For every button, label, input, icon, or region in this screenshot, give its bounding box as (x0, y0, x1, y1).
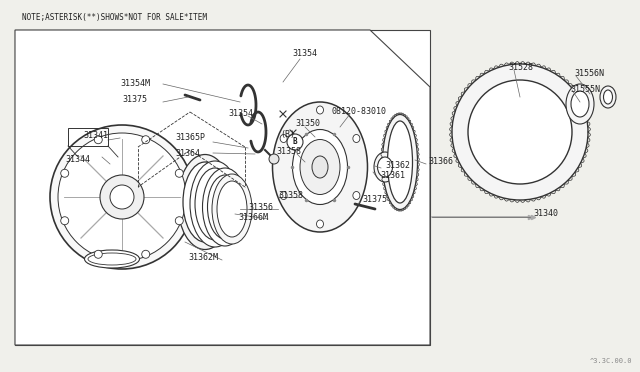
Ellipse shape (383, 115, 417, 209)
Text: 31555N: 31555N (570, 84, 600, 93)
Polygon shape (15, 30, 430, 345)
Circle shape (110, 185, 134, 209)
Ellipse shape (202, 168, 248, 246)
Ellipse shape (312, 156, 328, 178)
Text: 31528: 31528 (508, 62, 533, 71)
Ellipse shape (566, 84, 594, 124)
Ellipse shape (374, 152, 396, 182)
Circle shape (175, 169, 183, 177)
Text: 31362: 31362 (385, 161, 410, 170)
Ellipse shape (571, 91, 589, 117)
Ellipse shape (317, 220, 323, 228)
Circle shape (452, 64, 588, 200)
Ellipse shape (300, 140, 340, 195)
Text: 08120-83010: 08120-83010 (332, 108, 387, 116)
Circle shape (141, 250, 150, 258)
Ellipse shape (190, 161, 240, 247)
Ellipse shape (353, 192, 360, 199)
Text: 31340: 31340 (533, 209, 558, 218)
Text: 31364: 31364 (175, 148, 200, 157)
Ellipse shape (292, 129, 348, 205)
Circle shape (94, 136, 102, 144)
Ellipse shape (84, 250, 140, 268)
Text: 31354: 31354 (292, 49, 317, 58)
Ellipse shape (604, 90, 612, 104)
Text: 31354: 31354 (228, 109, 253, 119)
Text: 31356: 31356 (248, 202, 273, 212)
Circle shape (141, 136, 150, 144)
Circle shape (94, 250, 102, 258)
Ellipse shape (378, 157, 392, 177)
Ellipse shape (177, 154, 232, 250)
Circle shape (175, 217, 183, 225)
Ellipse shape (387, 121, 413, 203)
Ellipse shape (280, 192, 287, 199)
Text: 31344: 31344 (65, 154, 90, 164)
Ellipse shape (212, 174, 252, 244)
Ellipse shape (88, 253, 136, 265)
Ellipse shape (353, 135, 360, 142)
Ellipse shape (207, 175, 243, 239)
Circle shape (61, 217, 68, 225)
Text: (B): (B) (280, 131, 295, 140)
Text: 31358: 31358 (276, 148, 301, 157)
Circle shape (100, 175, 144, 219)
Circle shape (58, 133, 186, 261)
Text: 31361: 31361 (380, 171, 405, 180)
Circle shape (61, 169, 68, 177)
Circle shape (269, 154, 279, 164)
Text: 31362M: 31362M (188, 253, 218, 263)
Text: 31366: 31366 (428, 157, 453, 167)
Text: 31556N: 31556N (574, 70, 604, 78)
Ellipse shape (280, 135, 287, 142)
Ellipse shape (600, 86, 616, 108)
Text: 31354M: 31354M (120, 80, 150, 89)
Text: 31350: 31350 (295, 119, 320, 128)
Ellipse shape (317, 106, 323, 114)
Text: 31341: 31341 (83, 131, 108, 141)
Circle shape (50, 125, 194, 269)
Text: 31358: 31358 (278, 190, 303, 199)
Text: B: B (292, 138, 298, 147)
Text: ^3.3C.00.0: ^3.3C.00.0 (589, 358, 632, 364)
Text: 31365P: 31365P (175, 134, 205, 142)
Circle shape (468, 80, 572, 184)
Ellipse shape (217, 181, 247, 237)
Circle shape (287, 134, 303, 150)
Ellipse shape (183, 162, 227, 242)
Ellipse shape (195, 168, 235, 240)
Text: 31375: 31375 (122, 96, 147, 105)
Text: 31366M: 31366M (238, 214, 268, 222)
Bar (68, 128, 108, 146)
Text: NOTE;ASTERISK(**)SHOWS*NOT FOR SALE*ITEM: NOTE;ASTERISK(**)SHOWS*NOT FOR SALE*ITEM (22, 13, 207, 22)
Ellipse shape (273, 102, 367, 232)
Text: 31375: 31375 (362, 196, 387, 205)
FancyBboxPatch shape (15, 30, 430, 345)
